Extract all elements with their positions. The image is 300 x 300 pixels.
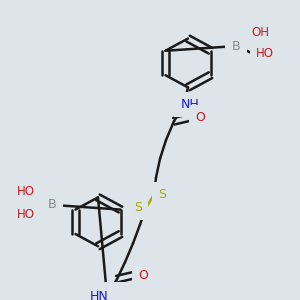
Text: HN: HN	[90, 290, 108, 300]
Text: S: S	[134, 201, 142, 214]
Text: S: S	[158, 188, 166, 201]
Text: OH: OH	[251, 26, 269, 39]
Text: B: B	[48, 198, 56, 212]
Text: HO: HO	[17, 185, 35, 198]
Text: HO: HO	[256, 47, 274, 60]
Text: NH: NH	[181, 98, 200, 111]
Text: O: O	[195, 111, 205, 124]
Text: HO: HO	[17, 208, 35, 221]
Text: O: O	[138, 269, 148, 282]
Text: B: B	[232, 40, 240, 52]
